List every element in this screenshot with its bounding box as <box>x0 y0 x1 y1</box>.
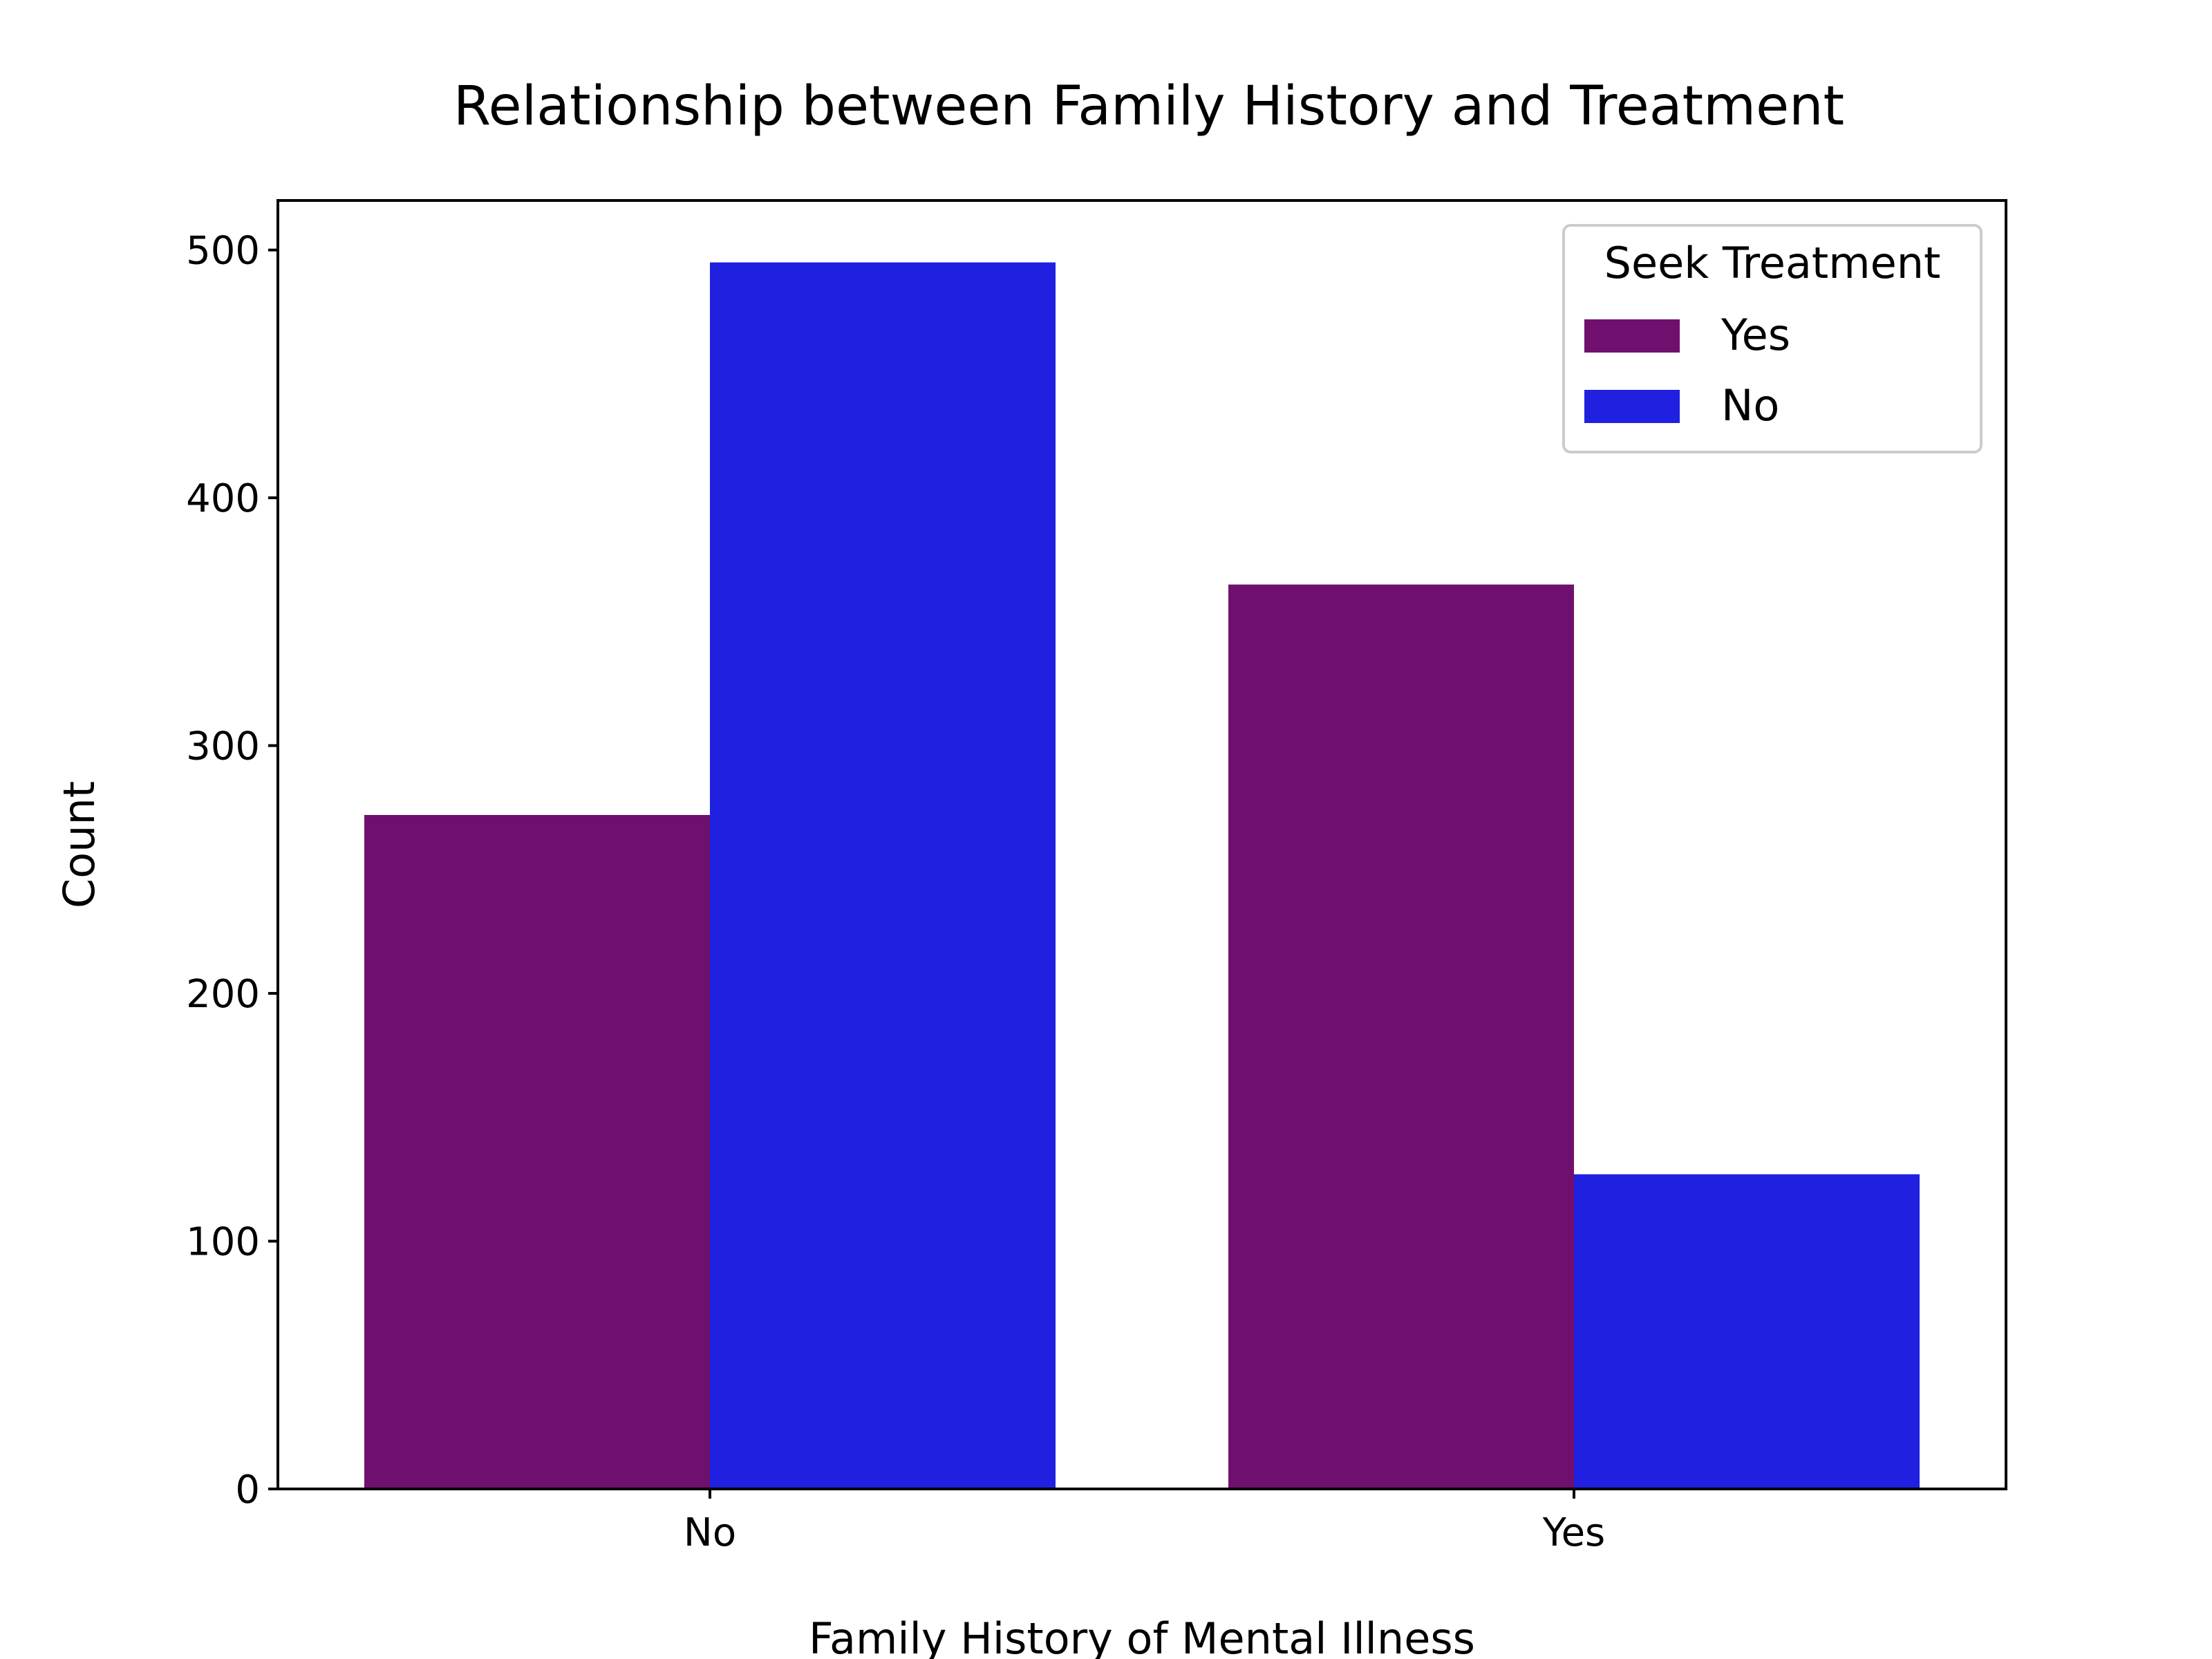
chart-title: Relationship between Family History and … <box>453 75 1844 138</box>
x-axis-ticks: No Yes <box>684 1489 1605 1555</box>
x-tick-label-yes: Yes <box>1542 1510 1605 1555</box>
y-tick-label: 0 <box>235 1468 260 1512</box>
bar-yes-no <box>1574 1174 1920 1489</box>
legend-swatch-yes <box>1584 319 1680 353</box>
x-axis-title: Family History of Mental Illness <box>809 1613 1475 1659</box>
y-tick-label: 200 <box>186 972 260 1017</box>
bar-no-yes <box>364 814 710 1489</box>
bars <box>364 262 1920 1490</box>
legend: Seek Treatment Yes No <box>1562 224 1983 453</box>
y-tick-label: 400 <box>186 476 260 521</box>
legend-swatch-no <box>1584 390 1680 423</box>
y-tick-label: 500 <box>186 229 260 274</box>
y-tick-label: 300 <box>186 724 260 769</box>
bar-no-no <box>710 262 1056 1490</box>
x-tick-label-no: No <box>684 1510 736 1555</box>
bar-yes-yes <box>1228 584 1574 1489</box>
legend-label-yes: Yes <box>1721 310 1790 360</box>
y-axis-ticks: 0 100 200 300 400 500 <box>186 229 278 1512</box>
y-axis-title: Count <box>54 781 104 908</box>
legend-title: Seek Treatment <box>1604 238 1941 288</box>
legend-label-no: No <box>1721 380 1779 431</box>
y-tick-label: 100 <box>186 1220 260 1265</box>
plot-frame <box>276 199 2007 1490</box>
